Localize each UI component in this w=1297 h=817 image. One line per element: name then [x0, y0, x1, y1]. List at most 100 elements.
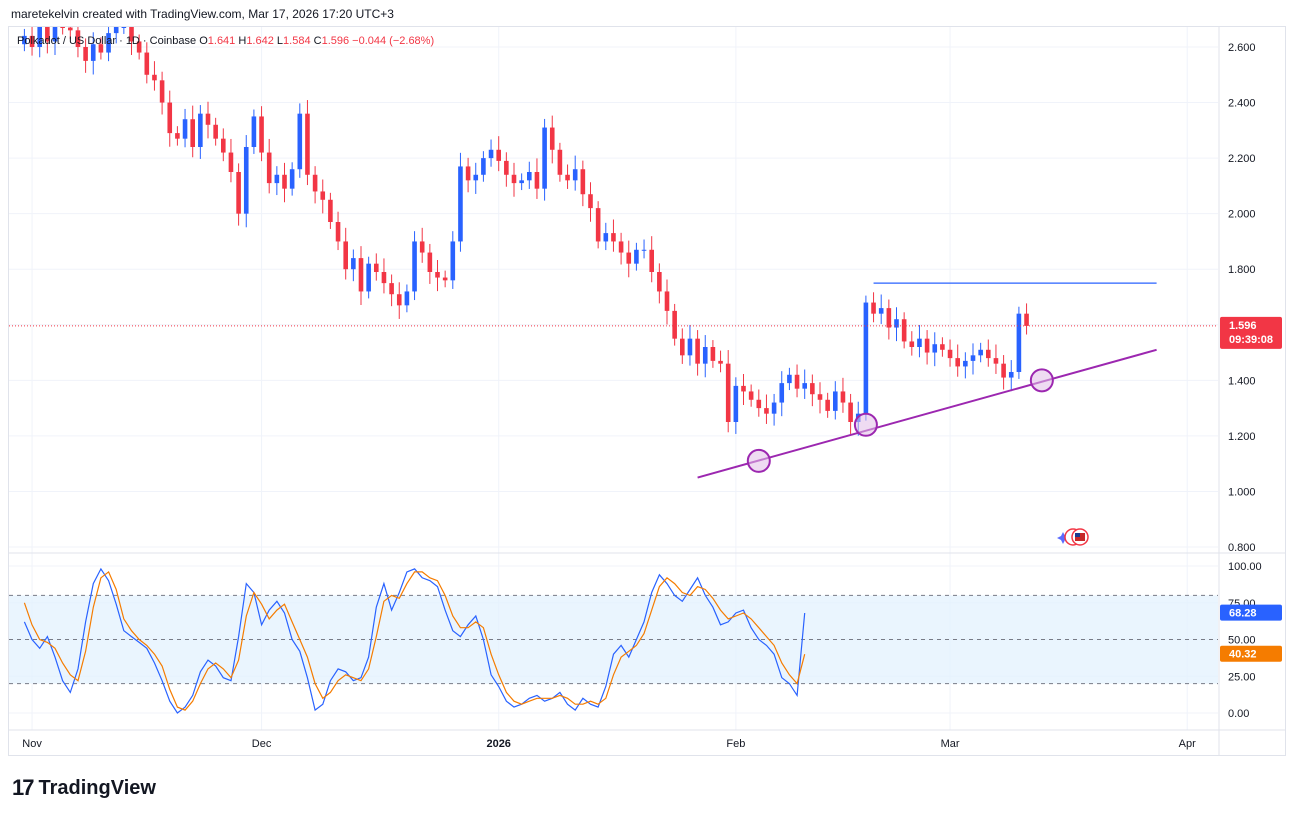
candle-body — [152, 74, 157, 81]
candle-body — [764, 408, 769, 414]
candle-body — [496, 149, 501, 161]
tradingview-logo[interactable]: 17 TradingView — [12, 775, 156, 800]
candle — [833, 381, 838, 420]
candle-body — [289, 169, 295, 189]
tradingview-logo-icon: 17 — [12, 775, 35, 800]
candle — [702, 335, 708, 378]
candle — [756, 389, 762, 417]
candle — [435, 260, 440, 292]
economic-event-icon[interactable] — [1057, 528, 1089, 546]
stoch-k-badge-bg — [1220, 604, 1282, 621]
candle — [549, 115, 555, 164]
candle — [297, 103, 303, 178]
candle-body — [236, 172, 241, 214]
candle — [98, 37, 104, 60]
candle-body — [243, 147, 249, 214]
candle-body — [932, 344, 938, 353]
candle — [901, 312, 907, 349]
candle — [1024, 303, 1029, 335]
candle-body — [213, 124, 218, 139]
candle-body — [198, 113, 203, 147]
candle-body — [687, 338, 693, 356]
candle — [649, 236, 654, 283]
candle — [205, 101, 211, 139]
candle-body — [955, 358, 960, 367]
candle-body — [473, 174, 479, 181]
candle-body — [963, 360, 968, 367]
candle — [113, 27, 119, 44]
candle-body — [572, 169, 578, 181]
candle-body — [259, 116, 264, 153]
trendline-touch-marker — [1029, 368, 1054, 393]
candle — [695, 330, 700, 376]
candle — [909, 331, 915, 356]
candle-body — [435, 272, 440, 278]
stoch-d-line — [23, 570, 806, 711]
candle — [924, 330, 930, 365]
trendline-touch-marker — [853, 412, 878, 437]
trendline-touch-marker — [746, 448, 771, 473]
candle-body — [519, 180, 524, 184]
us-flag-canton — [1075, 533, 1080, 537]
candle-body — [626, 252, 632, 264]
candle — [320, 179, 326, 214]
chart-frame[interactable] — [8, 26, 1286, 756]
candle — [878, 294, 884, 324]
candle — [190, 105, 195, 158]
candle-body — [634, 249, 639, 264]
candle-body — [871, 302, 876, 314]
candle — [978, 342, 983, 363]
candle — [527, 161, 532, 189]
candle — [580, 160, 586, 207]
candle-body — [917, 338, 922, 347]
price-tick-label: 1.000 — [1228, 486, 1256, 498]
candle — [83, 38, 88, 73]
sparkle-icon — [1057, 532, 1069, 544]
candle — [733, 377, 739, 434]
candle-body — [335, 222, 341, 242]
candle — [419, 227, 425, 263]
candle — [947, 339, 953, 367]
candle-body — [886, 308, 892, 328]
candle — [634, 242, 639, 271]
candle-body — [83, 47, 88, 61]
candle-body — [251, 116, 257, 147]
candle-body — [833, 391, 838, 411]
candle — [1016, 306, 1022, 379]
candle — [611, 219, 616, 252]
current-price-badge-text: 09:39:08 — [1229, 334, 1273, 346]
candle-body — [29, 35, 35, 47]
candle-body — [557, 149, 563, 175]
candle-body — [970, 355, 976, 361]
time-tick-label: Nov — [22, 738, 42, 750]
candle-body — [68, 27, 73, 31]
candle-body — [274, 174, 280, 184]
candle-body — [221, 138, 226, 153]
candle-body — [779, 383, 785, 403]
candle-body — [419, 241, 425, 253]
candle-body — [672, 310, 677, 339]
candle — [871, 292, 876, 323]
candle — [266, 138, 272, 194]
candle-body — [817, 394, 823, 400]
candle — [886, 299, 892, 340]
candle — [473, 162, 479, 194]
support-trendline — [697, 348, 1157, 479]
candle-body — [504, 160, 509, 175]
drawings[interactable] — [9, 282, 1218, 479]
candle-body — [98, 44, 104, 53]
candle-body — [45, 27, 50, 42]
candle-body — [901, 319, 907, 342]
candle — [351, 249, 356, 282]
candle-body — [343, 241, 348, 270]
candle — [228, 138, 234, 183]
candle — [75, 27, 81, 58]
candle — [680, 328, 685, 364]
candle — [488, 139, 494, 167]
candle — [52, 27, 58, 56]
symbol-legend[interactable]: Polkadot / US Dollar · 1D · Coinbase O1.… — [17, 35, 434, 47]
candle-body — [664, 291, 670, 311]
candle-body — [374, 263, 379, 272]
event-icons[interactable] — [1057, 528, 1089, 546]
